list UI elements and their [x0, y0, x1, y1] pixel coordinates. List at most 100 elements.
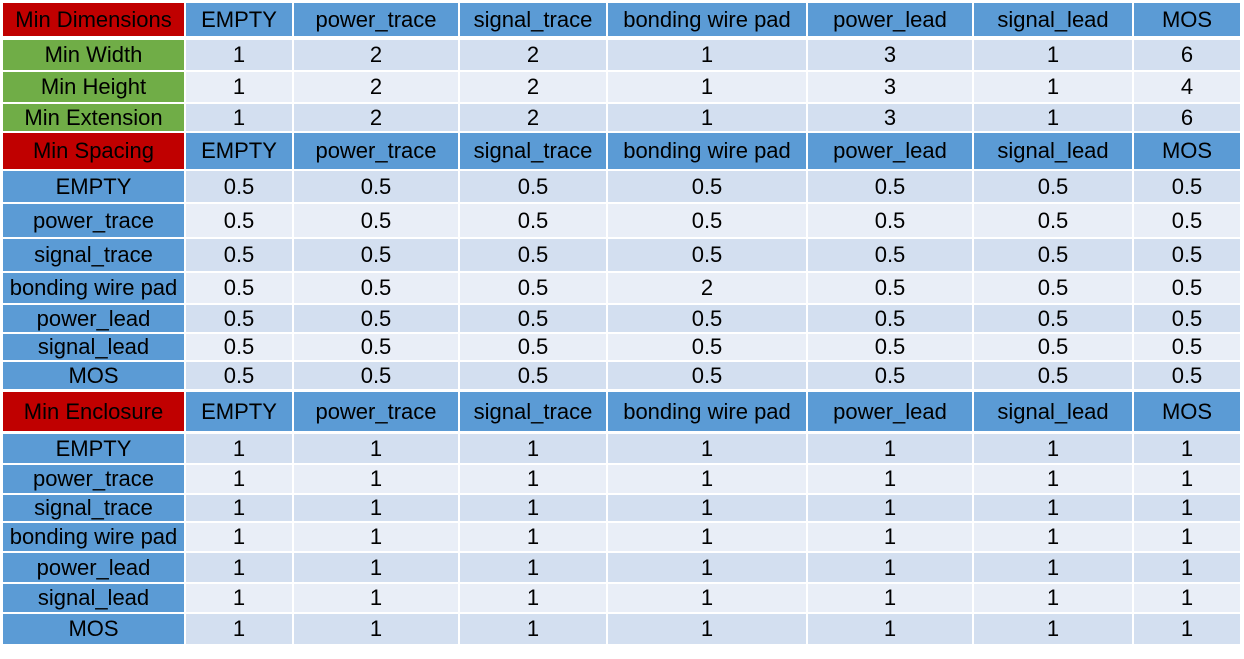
table-cell: 0.5 — [1134, 239, 1240, 271]
table-cell: 1 — [294, 553, 458, 582]
column-header: bonding wire pad — [608, 133, 806, 169]
table-cell: 0.5 — [1134, 171, 1240, 202]
table-cell: 0.5 — [1134, 334, 1240, 360]
column-header: MOS — [1134, 392, 1240, 431]
table-cell: 1 — [608, 40, 806, 70]
column-header: power_lead — [808, 3, 972, 36]
column-header: power_trace — [294, 392, 458, 431]
table-cell: 0.5 — [1134, 305, 1240, 332]
table-cell: 1 — [294, 523, 458, 551]
table-cell: 0.5 — [186, 305, 292, 332]
column-header: signal_trace — [460, 392, 606, 431]
table-cell: 1 — [808, 614, 972, 644]
table-cell: 1 — [186, 523, 292, 551]
table-cell: 0.5 — [460, 334, 606, 360]
table-cell: 1 — [608, 553, 806, 582]
column-header: EMPTY — [186, 392, 292, 431]
table-cell: 0.5 — [460, 273, 606, 303]
column-header: bonding wire pad — [608, 392, 806, 431]
table-cell: 1 — [460, 465, 606, 493]
row-label: bonding wire pad — [3, 273, 184, 303]
table-cell: 0.5 — [608, 362, 806, 389]
table-cell: 2 — [460, 104, 606, 131]
column-header: bonding wire pad — [608, 3, 806, 36]
table-cell: 0.5 — [294, 362, 458, 389]
table-cell: 0.5 — [460, 305, 606, 332]
table-cell: 0.5 — [294, 204, 458, 237]
section-title: Min Dimensions — [3, 3, 184, 36]
table-cell: 6 — [1134, 40, 1240, 70]
table-cell: 1 — [460, 434, 606, 463]
table-cell: 1 — [974, 40, 1132, 70]
column-header: signal_trace — [460, 3, 606, 36]
table-cell: 2 — [460, 72, 606, 102]
table-cell: 6 — [1134, 104, 1240, 131]
table-cell: 0.5 — [608, 239, 806, 271]
table-cell: 0.5 — [460, 171, 606, 202]
table-cell: 0.5 — [608, 204, 806, 237]
table-cell: 1 — [186, 465, 292, 493]
table-cell: 1 — [460, 553, 606, 582]
table-cell: 0.5 — [186, 273, 292, 303]
table-cell: 1 — [294, 465, 458, 493]
table-cell: 0.5 — [186, 171, 292, 202]
table-cell: 1 — [974, 614, 1132, 644]
table-cell: 1 — [1134, 434, 1240, 463]
table-cell: 2 — [460, 40, 606, 70]
table-cell: 0.5 — [460, 204, 606, 237]
row-label: EMPTY — [3, 434, 184, 463]
row-label: power_lead — [3, 553, 184, 582]
table-cell: 0.5 — [974, 334, 1132, 360]
table-cell: 1 — [186, 553, 292, 582]
column-header: MOS — [1134, 133, 1240, 169]
table-cell: 0.5 — [294, 239, 458, 271]
table-cell: 1 — [186, 614, 292, 644]
column-header: signal_trace — [460, 133, 606, 169]
table-cell: 1 — [1134, 495, 1240, 521]
table-cell: 0.5 — [808, 334, 972, 360]
row-label: EMPTY — [3, 171, 184, 202]
table-cell: 0.5 — [460, 362, 606, 389]
table-cell: 0.5 — [608, 334, 806, 360]
table-cell: 0.5 — [974, 362, 1132, 389]
table-cell: 1 — [294, 434, 458, 463]
column-header: power_lead — [808, 133, 972, 169]
table-cell: 0.5 — [294, 273, 458, 303]
table-cell: 1 — [608, 434, 806, 463]
table-cell: 1 — [608, 495, 806, 521]
table-cell: 0.5 — [294, 334, 458, 360]
column-header: power_trace — [294, 133, 458, 169]
table-cell: 2 — [294, 40, 458, 70]
table-cell: 1 — [808, 465, 972, 493]
table-cell: 0.5 — [608, 305, 806, 332]
table-cell: 1 — [186, 495, 292, 521]
table-cell: 3 — [808, 40, 972, 70]
table-cell: 3 — [808, 72, 972, 102]
table-cell: 0.5 — [294, 171, 458, 202]
row-label: Min Extension — [3, 104, 184, 131]
table-cell: 0.5 — [808, 305, 972, 332]
table-cell: 1 — [186, 434, 292, 463]
table-cell: 0.5 — [186, 239, 292, 271]
table-cell: 0.5 — [974, 171, 1132, 202]
table-cell: 0.5 — [974, 204, 1132, 237]
table-cell: 1 — [808, 584, 972, 612]
table-cell: 1 — [608, 465, 806, 493]
column-header: EMPTY — [186, 3, 292, 36]
table-cell: 0.5 — [1134, 204, 1240, 237]
column-header: power_lead — [808, 392, 972, 431]
table-cell: 1 — [974, 495, 1132, 521]
section-title: Min Enclosure — [3, 392, 184, 431]
table-cell: 2 — [294, 72, 458, 102]
table-cell: 1 — [1134, 553, 1240, 582]
table-cell: 1 — [608, 104, 806, 131]
table-cell: 1 — [460, 495, 606, 521]
row-label: power_lead — [3, 305, 184, 332]
table-cell: 0.5 — [460, 239, 606, 271]
table-cell: 0.5 — [186, 362, 292, 389]
table-cell: 0.5 — [808, 204, 972, 237]
table-cell: 0.5 — [808, 273, 972, 303]
table-cell: 1 — [294, 614, 458, 644]
table-cell: 4 — [1134, 72, 1240, 102]
